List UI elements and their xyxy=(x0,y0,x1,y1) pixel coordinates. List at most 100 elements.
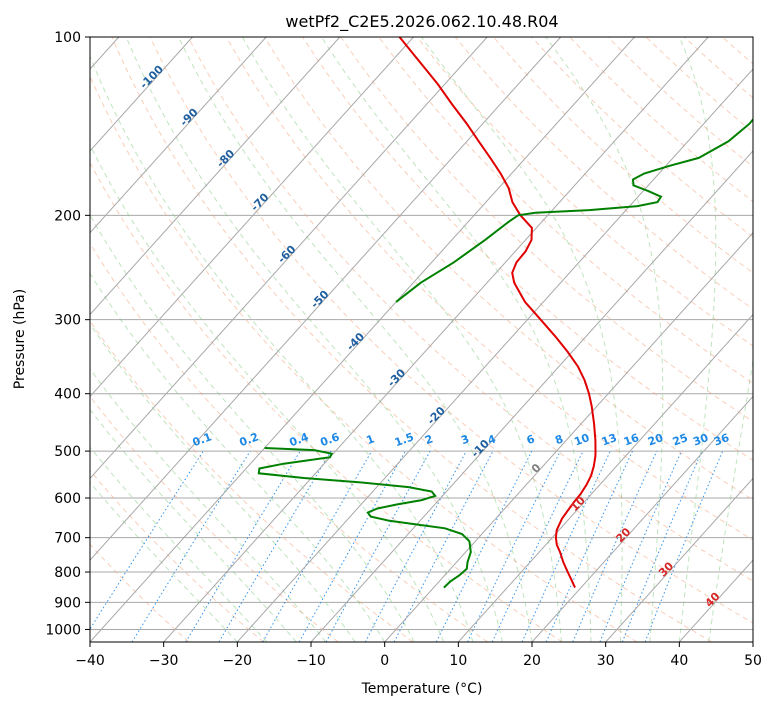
mixing-ratio-label: 16 xyxy=(622,431,641,449)
mixing-ratio-label: 8 xyxy=(553,432,565,447)
dry-adiabat-line xyxy=(645,37,753,133)
moist-adiabats xyxy=(90,37,753,642)
dry-adiabat-line xyxy=(90,543,190,642)
mixing-ratio-label: 25 xyxy=(671,431,690,448)
dry-adiabat-line xyxy=(493,37,753,274)
moist-adiabat-label: 20 xyxy=(613,525,633,545)
isotherm-label: -100 xyxy=(137,63,166,92)
moist-adiabat-line xyxy=(678,37,717,642)
y-axis-title: Pressure (hPa) xyxy=(12,289,28,389)
mixing-ratio-line xyxy=(491,450,584,642)
dewpoint-profile-2 xyxy=(395,117,753,303)
mixing-ratio-label: 0.1 xyxy=(191,430,214,449)
dry-adiabat-line xyxy=(761,37,775,642)
mixing-ratio-line xyxy=(467,450,561,642)
moist-adiabat-line xyxy=(321,37,592,642)
dry-adiabat-line xyxy=(149,37,753,624)
y-tick-label: 200 xyxy=(54,208,81,224)
y-tick-label: 700 xyxy=(54,531,81,547)
temperature-profile xyxy=(398,37,597,589)
x-tick-label: 50 xyxy=(744,653,762,669)
dry-adiabat-line xyxy=(90,161,563,642)
dewpoint-profile-1 xyxy=(257,447,472,589)
x-tick-label: −40 xyxy=(75,653,105,669)
dry-adiabat-line xyxy=(90,75,638,642)
mixing-ratio-label: 1.5 xyxy=(393,430,416,449)
mixing-ratio-line xyxy=(364,450,467,642)
isotherm-label: -80 xyxy=(214,147,237,170)
isotherm-line xyxy=(384,232,753,642)
isotherm-line xyxy=(605,477,753,642)
mixing-ratio-line xyxy=(599,450,682,642)
profile-series xyxy=(257,37,753,589)
x-tick-label: 20 xyxy=(523,653,541,669)
mixing-ratio-label: 1 xyxy=(365,432,377,447)
y-tick-label: 100 xyxy=(54,30,81,46)
isotherm-line xyxy=(163,37,709,642)
isotherm-label: -60 xyxy=(275,242,298,265)
moist-adiabat-label: 40 xyxy=(703,590,723,610)
isotherms xyxy=(90,37,753,642)
isotherm-line xyxy=(90,37,267,234)
isotherm-line xyxy=(90,37,193,152)
isotherm-line xyxy=(90,37,635,642)
mixing-ratio-line xyxy=(545,450,633,642)
mixing-ratio-label: 10 xyxy=(572,431,591,449)
mixing-ratio-line xyxy=(298,450,406,642)
mixing-ratio-label: 4 xyxy=(486,432,498,447)
moist-adiabat-line xyxy=(90,54,474,642)
dry-adiabat-line xyxy=(90,395,339,642)
isotherm-line xyxy=(90,37,341,316)
mixing-ratio-line xyxy=(90,450,204,630)
moist-adiabat-line xyxy=(708,358,753,642)
dry-adiabat-line xyxy=(683,37,753,99)
mixing-ratio-label: 0.4 xyxy=(288,430,311,449)
y-ticks: 100 200 300 400 500 600 700 800 900 1000 xyxy=(45,30,90,638)
mixing-ratio-line xyxy=(325,450,431,642)
isotherm-line xyxy=(310,150,753,642)
moist-adiabat-line xyxy=(90,446,268,642)
isotherm-line xyxy=(752,641,753,642)
isotherm-line xyxy=(236,68,753,642)
dry-adiabat-line xyxy=(378,37,753,385)
dry-adiabats xyxy=(90,37,775,642)
x-axis-title: Temperature (°C) xyxy=(361,681,483,697)
mixing-ratio-label: 3 xyxy=(459,432,471,447)
x-ticks: −40 −30 −20 −10 0 10 20 30 40 50 xyxy=(75,642,762,669)
mixing-ratio-label: 0.6 xyxy=(318,430,341,449)
plot-frame xyxy=(89,36,754,643)
isotherm-label: -50 xyxy=(308,288,331,311)
x-tick-label: 10 xyxy=(449,653,467,669)
y-tick-label: 500 xyxy=(54,444,81,460)
moist-adiabat-line xyxy=(90,323,356,642)
moist-adiabat-line xyxy=(545,37,664,642)
moist-adiabat-line xyxy=(241,37,562,642)
isotherm-line xyxy=(531,395,753,642)
y-tick-label: 300 xyxy=(54,313,81,329)
isotherm-label: -90 xyxy=(177,106,200,129)
y-tick-label: 900 xyxy=(54,595,81,611)
y-tick-label: 1000 xyxy=(45,622,81,638)
y-tick-label: 600 xyxy=(54,491,81,507)
isotherm-label: -30 xyxy=(385,366,408,389)
isotherm-line xyxy=(678,559,753,642)
moist-adiabat-line xyxy=(178,37,533,642)
mixing-ratio-label: 20 xyxy=(646,431,665,449)
x-tick-label: −10 xyxy=(296,653,326,669)
x-tick-label: 0 xyxy=(380,653,389,669)
y-tick-label: 800 xyxy=(54,565,81,581)
moist-adiabat-line xyxy=(90,272,386,642)
mixing-ratio-line xyxy=(621,450,703,642)
x-tick-label: 30 xyxy=(597,653,615,669)
dry-adiabat-line xyxy=(454,37,753,310)
dry-adiabat-line xyxy=(607,37,753,168)
grid-layer xyxy=(90,37,753,630)
dry-adiabat-line xyxy=(111,37,712,642)
isotherm-line xyxy=(90,37,414,398)
dry-adiabat-line xyxy=(264,37,753,501)
moist-adiabat-label: 30 xyxy=(656,559,676,579)
mixing-ratio-line xyxy=(644,450,724,642)
dry-adiabat-line xyxy=(225,37,753,541)
x-tick-label: −20 xyxy=(223,653,253,669)
